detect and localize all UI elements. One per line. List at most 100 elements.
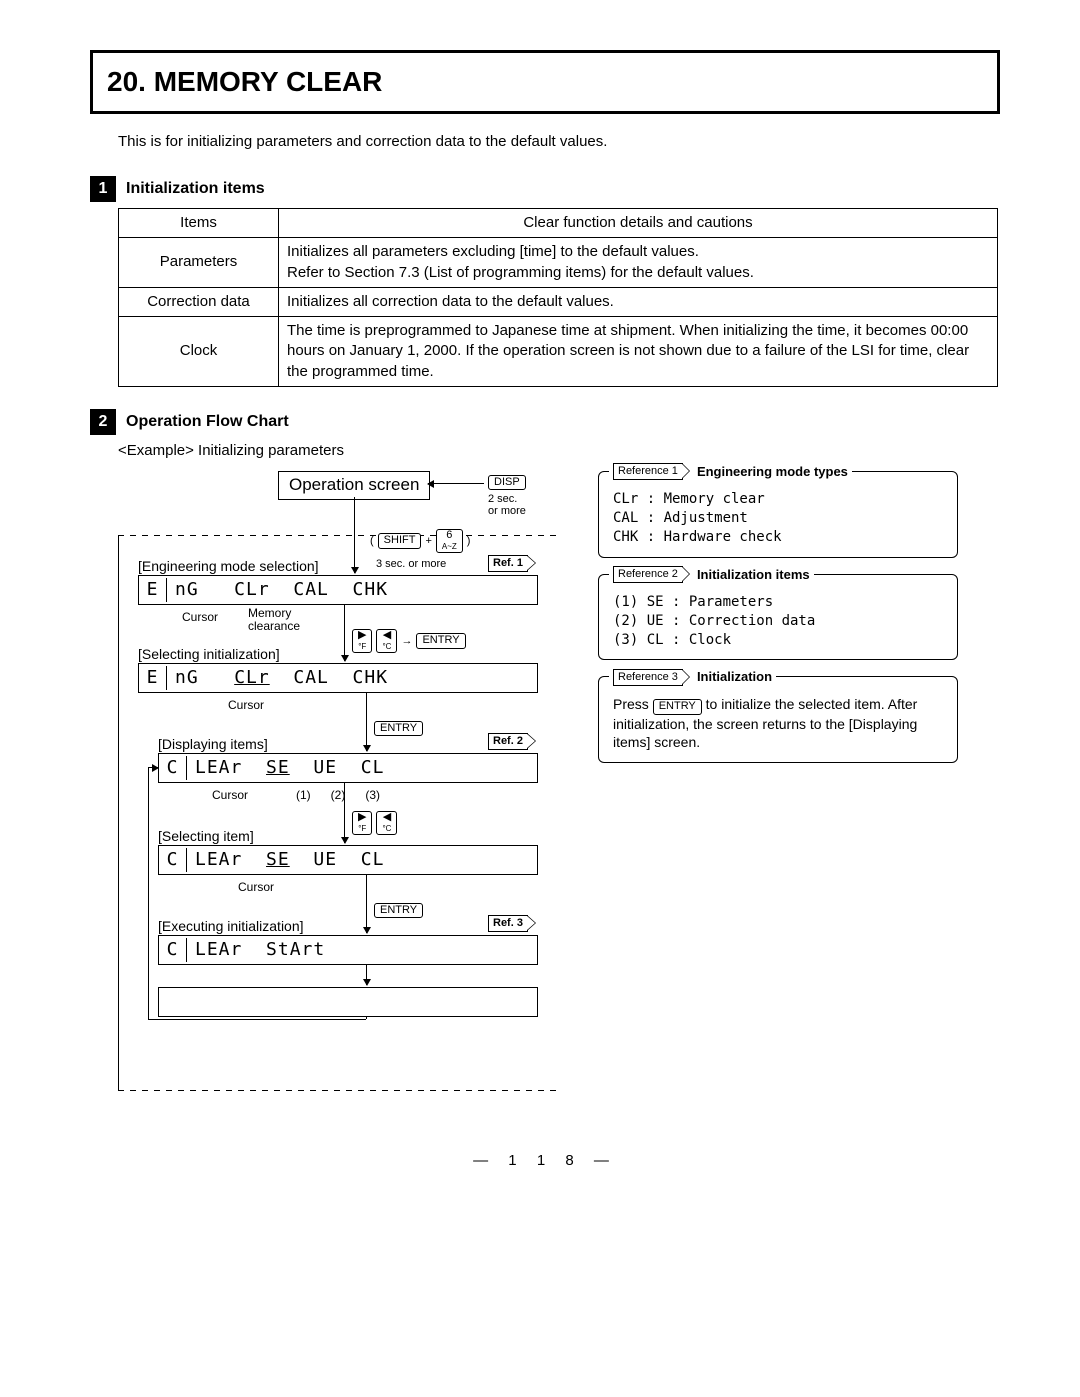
table-cell: Initializes all correction data to the d…	[279, 287, 998, 316]
section-2-header: 2 Operation Flow Chart	[90, 409, 1000, 435]
cursor-label: Cursor	[238, 879, 274, 895]
arrow-line	[428, 483, 484, 484]
cursor-label: Cursor	[182, 609, 218, 625]
ref3-body: Press ENTRY to initialize the selected i…	[613, 695, 945, 752]
six-button: 6 A~Z	[436, 529, 463, 553]
step3-label: [Displaying items]	[158, 735, 268, 754]
ref3-tag: Ref. 3	[488, 915, 528, 932]
ref1-tag: Ref. 1	[488, 555, 528, 572]
arrow-down	[344, 783, 345, 843]
table-cell: Clock	[119, 317, 279, 387]
ref3-title: Initialization	[697, 668, 772, 686]
ref2-head: Reference 2 Initialization items	[609, 566, 814, 584]
shift-button: SHIFT	[378, 533, 422, 548]
intro-text: This is for initializing parameters and …	[118, 132, 1000, 152]
entry-row-2: ENTRY	[374, 903, 423, 918]
example-text: <Example> Initializing parameters	[118, 441, 1000, 461]
back-button: ◀°C	[376, 811, 397, 835]
seg-left: C	[159, 756, 187, 780]
step5-display: C LEAr StArt	[158, 935, 538, 965]
ref2-line: (1) SE : Parameters	[613, 593, 945, 612]
section-1-title: Initialization items	[126, 178, 265, 200]
seg-body: LEAr StArt	[187, 938, 333, 962]
page-number: — 1 1 8 —	[90, 1151, 1000, 1171]
section-1-header: 1 Initialization items	[90, 176, 1000, 202]
table-header-details: Clear function details and cautions	[279, 209, 998, 238]
seg-left: C	[159, 938, 187, 962]
nav-key-row-2: ▶°F ◀°C	[352, 811, 397, 835]
shift-key-row: ( SHIFT + 6 A~Z )	[370, 529, 470, 553]
ref1-head: Reference 1 Engineering mode types	[609, 463, 852, 481]
ref1-tag-label: Reference 1	[613, 463, 683, 480]
ref1-line: CLr : Memory clear	[613, 490, 945, 509]
table-row: Parameters Initializes all parameters ex…	[119, 238, 998, 288]
reference-1-box: Reference 1 Engineering mode types CLr :…	[598, 471, 958, 558]
disp-note: 2 sec. or more	[488, 493, 526, 517]
loop-top	[148, 767, 158, 768]
shift-note: 3 sec. or more	[376, 557, 446, 572]
seg-left: C	[159, 848, 187, 872]
back-button: ◀°C	[376, 629, 397, 653]
reference-3-box: Reference 3 Initialization Press ENTRY t…	[598, 676, 958, 763]
entry-button: ENTRY	[374, 903, 423, 918]
item-numbers: (1) (2) (3)	[296, 787, 380, 803]
seg-left: E	[139, 666, 167, 690]
reference-2-box: Reference 2 Initialization items (1) SE …	[598, 574, 958, 661]
plus-icon: +	[425, 534, 431, 549]
loop-bottom	[148, 1019, 366, 1020]
step4-display: C LEAr SE UE CL	[158, 845, 538, 875]
operation-screen-box: Operation screen	[278, 471, 430, 500]
ref3-pre: Press	[613, 696, 653, 712]
ref2-line: (3) CL : Clock	[613, 631, 945, 650]
table-cell: Parameters	[119, 238, 279, 288]
cursor-label: Cursor	[228, 697, 264, 713]
step2-label: [Selecting initialization]	[138, 645, 280, 664]
loop-line	[148, 767, 149, 1019]
section-1-num: 1	[90, 176, 116, 202]
ref1-line: CHK : Hardware check	[613, 528, 945, 547]
disp-button-group: DISP 2 sec. or more	[488, 471, 526, 517]
flowchart: Operation screen DISP 2 sec. or more ( S…	[118, 471, 578, 1091]
arrow-down	[354, 497, 355, 573]
nav-key-row-1: ▶°F ◀°C → ENTRY	[352, 629, 466, 653]
step3-display: C LEAr SE UE CL	[158, 753, 538, 783]
arrow-down	[366, 875, 367, 933]
entry-button: ENTRY	[416, 633, 465, 648]
arrow-down	[366, 693, 367, 751]
entry-row-1: ENTRY	[374, 721, 423, 736]
ref1-line: CAL : Adjustment	[613, 509, 945, 528]
table-row: Correction data Initializes all correcti…	[119, 287, 998, 316]
seg-body: nG CLr CAL CHK	[167, 666, 396, 690]
ref2-tag: Ref. 2	[488, 733, 528, 750]
seg-body: nG CLr CAL CHK	[167, 578, 396, 602]
initialization-table: Items Clear function details and caution…	[118, 208, 998, 387]
seg-left: E	[139, 578, 167, 602]
table-header-items: Items	[119, 209, 279, 238]
arrow-icon: →	[401, 634, 412, 649]
reference-panel: Reference 1 Engineering mode types CLr :…	[598, 471, 958, 779]
title-box: 20. MEMORY CLEAR	[90, 50, 1000, 114]
entry-button: ENTRY	[374, 721, 423, 736]
fwd-button: ▶°F	[352, 629, 372, 653]
table-cell: The time is preprogrammed to Japanese ti…	[279, 317, 998, 387]
table-row: Clock The time is preprogrammed to Japan…	[119, 317, 998, 387]
ref2-tag-label: Reference 2	[613, 566, 683, 583]
memory-clearance-note: Memory clearance	[248, 607, 300, 633]
six-top: 6	[446, 529, 452, 541]
ref2-title: Initialization items	[697, 566, 810, 584]
disp-button: DISP	[488, 475, 526, 490]
table-cell: Initializes all parameters excluding [ti…	[279, 238, 998, 288]
step4-label: [Selecting item]	[158, 827, 254, 846]
arrow-down	[366, 965, 367, 985]
loop-join	[366, 1017, 367, 1019]
ref1-title: Engineering mode types	[697, 463, 848, 481]
table-cell: Correction data	[119, 287, 279, 316]
step1-label: [Engineering mode selection]	[138, 557, 319, 576]
step1-display: E nG CLr CAL CHK	[138, 575, 538, 605]
seg-body: LEAr SE UE CL	[187, 756, 392, 780]
step5-label: [Executing initialization]	[158, 917, 304, 936]
blank-display	[158, 987, 538, 1017]
arrow-down	[344, 605, 345, 661]
six-bot: A~Z	[442, 542, 457, 551]
page-title: 20. MEMORY CLEAR	[107, 63, 983, 101]
